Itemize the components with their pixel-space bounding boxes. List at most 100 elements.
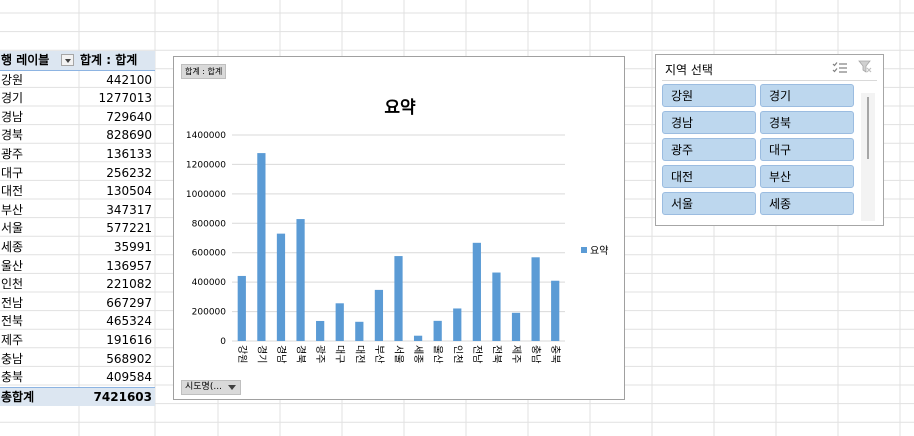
y-tick-label: 200000 (192, 308, 227, 318)
pivot-row[interactable]: 광주 136133 (0, 145, 155, 164)
pivot-row-value: 191616 (106, 332, 152, 347)
pivot-row-value: 729640 (106, 109, 152, 124)
slicer-item[interactable]: 경남 (662, 111, 756, 134)
row-labels-filter-button[interactable] (61, 54, 74, 66)
pivot-row-label: 충북 (1, 370, 24, 385)
pivot-row-label: 충남 (1, 351, 24, 366)
pivot-row[interactable]: 충남 568902 (0, 350, 155, 369)
x-tick-label: 경북 (295, 345, 308, 363)
pivot-row[interactable]: 부산 347317 (0, 201, 155, 220)
y-tick-label: 0 (220, 337, 226, 347)
x-tick-label: 충남 (530, 345, 542, 363)
slicer-item[interactable]: 대전 (662, 165, 756, 188)
slicer-scrollbar[interactable] (861, 93, 875, 221)
pivot-row-label: 경기 (1, 91, 24, 106)
pivot-row[interactable]: 대구 256232 (0, 164, 155, 183)
bar[interactable] (433, 320, 442, 341)
y-tick-label: 1200000 (186, 160, 226, 170)
x-tick-label: 대전 (353, 345, 365, 363)
slicer-item[interactable]: 대구 (760, 138, 854, 161)
slicer-item[interactable]: 경북 (760, 111, 854, 134)
pivot-row[interactable]: 경남 729640 (0, 108, 155, 127)
pivot-row-value: 442100 (106, 72, 152, 87)
y-tick-label: 1400000 (186, 131, 226, 141)
legend-swatch (581, 247, 587, 253)
x-tick-label: 강원 (236, 345, 248, 363)
pivot-row[interactable]: 경북 828690 (0, 126, 155, 145)
pivot-row-value: 828690 (106, 128, 152, 143)
slicer-item[interactable]: 광주 (662, 138, 756, 161)
bar[interactable] (511, 312, 521, 341)
slicer-item[interactable]: 경기 (760, 84, 854, 107)
slicer-item[interactable]: 서울 (662, 192, 756, 215)
slicer-divider (662, 80, 877, 81)
pivot-row[interactable]: 전남 667297 (0, 294, 155, 313)
pivot-row-value: 256232 (106, 165, 152, 180)
bar[interactable] (276, 233, 286, 341)
pivot-header-row: 행 레이블 합계 : 합계 (0, 51, 155, 71)
slicer-scroll-thumb[interactable] (867, 97, 869, 159)
value-field-button[interactable]: 합계 : 합계 (181, 64, 227, 79)
bar[interactable] (237, 275, 246, 341)
pivot-row[interactable]: 인천 221082 (0, 275, 155, 294)
bar[interactable] (355, 321, 364, 341)
pivot-chart[interactable]: 합계 : 합계 요약 0 200000 400000 600000 800000 1000… (173, 56, 625, 400)
y-tick-label: 800000 (192, 219, 227, 229)
bar[interactable] (374, 289, 384, 341)
bar[interactable] (551, 280, 560, 341)
pivot-row[interactable]: 울산 136957 (0, 257, 155, 276)
bar[interactable] (413, 335, 423, 341)
pivot-row[interactable]: 충북 409584 (0, 368, 155, 387)
pivot-row-value: 1277013 (98, 91, 152, 106)
bar[interactable] (531, 257, 540, 341)
bar[interactable] (472, 242, 481, 341)
pivot-row[interactable]: 제주 191616 (0, 331, 155, 350)
chevron-down-icon (227, 385, 236, 390)
x-tick-label: 경기 (255, 345, 268, 363)
chart-plot-area: 0 200000 400000 600000 800000 1000000 1200000 1… (186, 131, 609, 363)
multi-select-icon[interactable] (832, 61, 848, 75)
pivot-row[interactable]: 서울 577221 (0, 219, 155, 238)
pivot-row-label: 전남 (1, 295, 24, 310)
bar[interactable] (453, 308, 462, 341)
slicer-item[interactable]: 부산 (760, 165, 854, 188)
clear-filter-icon[interactable] (858, 60, 872, 74)
pivot-row-label: 서울 (1, 221, 24, 236)
bar[interactable] (394, 256, 403, 341)
pivot-row-label: 부산 (1, 202, 24, 217)
slicer-title: 지역 선택 (665, 63, 713, 77)
pivot-row[interactable]: 강원 442100 (0, 71, 155, 90)
pivot-row[interactable]: 전북 465324 (0, 312, 155, 331)
grand-total-label: 총합계 (1, 389, 35, 404)
pivot-row[interactable]: 경기 1277013 (0, 89, 155, 108)
axis-field-button[interactable]: 시도명(... (181, 380, 241, 395)
region-slicer[interactable]: 지역 선택 강원 경기 경남 경북 광주 대구 대전 부산 서울 세종 (655, 54, 884, 226)
slicer-item[interactable]: 강원 (662, 84, 756, 107)
bar[interactable] (335, 303, 344, 341)
bar[interactable] (257, 153, 266, 341)
pivot-row-label: 울산 (1, 258, 24, 273)
slicer-item[interactable]: 세종 (760, 192, 854, 215)
x-tick-label: 경남 (275, 345, 288, 363)
pivot-row-value: 568902 (106, 351, 152, 366)
bar[interactable] (296, 219, 305, 341)
x-tick-label: 세종 (412, 345, 424, 363)
grand-total-value: 7421603 (93, 389, 152, 404)
pivot-row[interactable]: 세종 35991 (0, 238, 155, 257)
x-tick-label: 부산 (373, 345, 385, 363)
pivot-row-value: 465324 (106, 314, 152, 329)
pivot-row-value: 136133 (106, 146, 152, 161)
pivot-table: 행 레이블 합계 : 합계 강원 442100 경기 1277013 경남 729640 경… (0, 51, 155, 407)
x-tick-label: 울산 (432, 345, 444, 363)
bar[interactable] (492, 272, 501, 341)
bar[interactable] (316, 320, 325, 341)
y-tick-label: 1000000 (186, 190, 226, 200)
pivot-rows: 강원 442100 경기 1277013 경남 729640 경북 828690 광주 13613… (0, 71, 155, 387)
pivot-row-value: 577221 (106, 221, 152, 236)
legend-label[interactable]: 요약 (590, 245, 608, 257)
pivot-row[interactable]: 대전 130504 (0, 182, 155, 201)
grand-total-row: 총합계 7421603 (0, 386, 155, 407)
pivot-row-label: 대구 (1, 165, 24, 180)
x-tick-label: 서울 (393, 345, 405, 363)
pivot-row-label: 제주 (1, 332, 24, 347)
